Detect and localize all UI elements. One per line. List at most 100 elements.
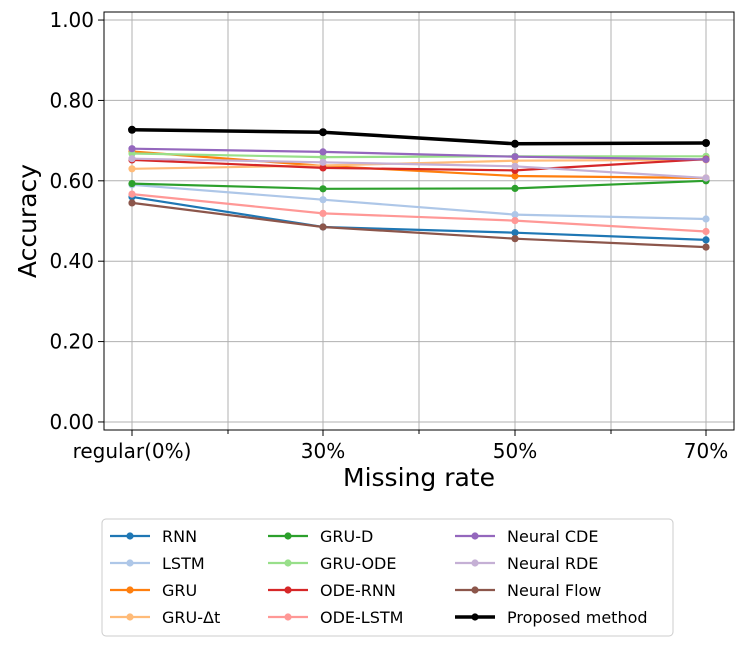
data-point [319, 209, 327, 217]
data-point [319, 128, 327, 137]
legend-item: RNN [110, 527, 197, 546]
y-tick-label: 0.00 [49, 410, 94, 434]
data-point [128, 190, 136, 198]
data-point [702, 174, 710, 182]
x-tick-label: regular(0%) [73, 439, 192, 463]
legend-frame [101, 518, 674, 637]
legend-label: Proposed method [507, 608, 648, 627]
series-ode-lstm [128, 190, 710, 236]
data-point [702, 227, 710, 236]
legend-label: LSTM [162, 554, 205, 573]
legend-marker [471, 559, 479, 567]
legend-item: GRU-D [268, 527, 373, 546]
series-line [131, 147, 707, 161]
legend-item: LSTM [110, 554, 205, 573]
series-line [131, 158, 707, 170]
data-point [702, 236, 710, 244]
y-tick-label: 1.00 [49, 8, 94, 32]
legend-label: GRU-ODE [320, 554, 396, 573]
data-point [511, 184, 519, 192]
series-neural-rde [128, 155, 710, 182]
legend-item: Proposed method [455, 608, 648, 627]
data-point [319, 158, 327, 166]
data-point [702, 155, 710, 164]
data-point [511, 217, 519, 225]
legend-item: GRU [110, 581, 197, 600]
legend-item: GRU-ODE [268, 554, 396, 573]
legend-label: RNN [162, 527, 197, 546]
data-point [319, 153, 327, 161]
series-line [131, 150, 707, 180]
data-point [511, 172, 519, 180]
legend-label: Neural Flow [507, 581, 601, 600]
data-point [128, 165, 136, 173]
legend: RNN LSTM GRU GRU-Δt GRU-D GRU-ODE ODE-RNN ODE-L… [101, 518, 674, 637]
y-tick-label: 0.40 [49, 249, 94, 273]
legend-label: GRU-D [320, 527, 373, 546]
legend-label: Neural CDE [507, 527, 598, 546]
legend-label: Neural RDE [507, 554, 598, 573]
legend-label: ODE-RNN [320, 581, 396, 600]
grid [104, 12, 734, 430]
x-axis-title: Missing rate [343, 463, 495, 492]
x-tick-label: 70% [684, 439, 728, 463]
data-point [128, 199, 136, 207]
data-point [511, 162, 519, 170]
legend-marker [471, 532, 479, 540]
y-axis-title: Accuracy [13, 164, 42, 278]
series-neural-cde [128, 145, 710, 164]
data-point [319, 148, 327, 156]
series-line [131, 158, 707, 172]
legend-label: GRU [162, 581, 197, 600]
series-line [131, 201, 707, 249]
y-tick-label: 0.80 [49, 88, 94, 112]
data-point [511, 153, 519, 161]
data-point [128, 145, 136, 153]
legend-marker [471, 613, 479, 621]
legend-label: ODE-LSTM [320, 608, 403, 627]
series-neural-flow [128, 199, 710, 251]
data-point [128, 180, 136, 188]
data-point [702, 139, 710, 147]
legend-marker [126, 559, 134, 567]
series-lines [128, 125, 710, 251]
series-line [131, 128, 707, 146]
series-line [131, 195, 707, 241]
data-point [128, 155, 136, 163]
legend-item: ODE-LSTM [268, 608, 403, 627]
legend-marker [284, 613, 292, 621]
legend-item: GRU-Δt [110, 608, 220, 627]
x-tick-label: 50% [493, 439, 537, 463]
legend-marker [471, 586, 479, 594]
data-point [511, 235, 519, 243]
series-line [131, 157, 707, 180]
data-point [511, 139, 519, 148]
legend-marker [126, 586, 134, 594]
data-point [128, 125, 136, 134]
x-tick-label: 30% [301, 439, 345, 463]
legend-marker [126, 532, 134, 540]
data-point [319, 223, 327, 231]
legend-marker [284, 586, 292, 594]
legend-marker [284, 559, 292, 567]
axis-ticks: regular(0%) 30% 50% 70% 0.00 0.20 0.40 0.60 0.80… [49, 8, 728, 463]
legend-marker [126, 613, 134, 621]
y-tick-label: 0.60 [49, 169, 94, 193]
data-point [702, 215, 710, 223]
data-point [702, 243, 710, 251]
legend-item: Neural RDE [455, 554, 598, 573]
data-point [511, 211, 519, 219]
legend-item: Neural Flow [455, 581, 601, 600]
data-point [319, 185, 327, 193]
legend-label: GRU-Δt [162, 608, 220, 627]
data-point [511, 229, 519, 237]
series-line [131, 183, 707, 221]
y-tick-label: 0.20 [49, 330, 94, 354]
series-line [131, 179, 707, 190]
series-line [131, 152, 706, 159]
data-point [319, 164, 327, 172]
legend-item: ODE-RNN [268, 581, 396, 600]
data-point [319, 196, 327, 204]
legend-marker [284, 532, 292, 540]
